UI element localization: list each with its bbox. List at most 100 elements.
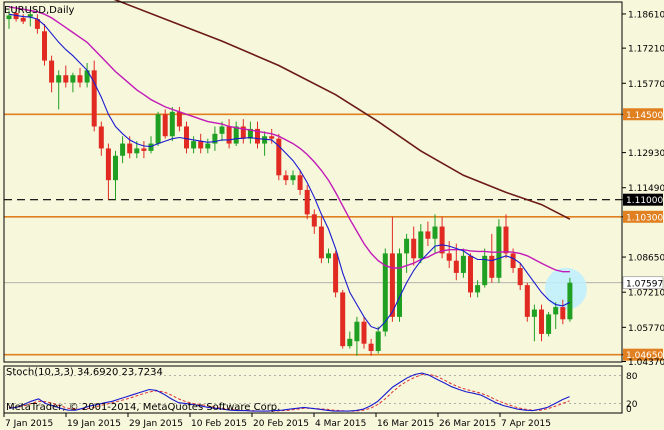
- candle-down[interactable]: [176, 111, 182, 127]
- candle-up[interactable]: [418, 231, 424, 259]
- candle-down[interactable]: [77, 75, 83, 83]
- candle-up[interactable]: [148, 143, 154, 151]
- candle-up[interactable]: [404, 238, 410, 254]
- candle-down[interactable]: [297, 175, 303, 190]
- candle-up[interactable]: [84, 70, 90, 83]
- candle-down[interactable]: [276, 138, 282, 176]
- candle-up[interactable]: [262, 136, 268, 144]
- candle-down[interactable]: [517, 268, 523, 286]
- price-tag-label: 1.11000: [626, 196, 663, 206]
- candle-down[interactable]: [226, 126, 232, 144]
- candle-down[interactable]: [127, 143, 133, 154]
- price-tag-label: 1.14500: [626, 111, 663, 121]
- candle-up[interactable]: [191, 141, 197, 149]
- candle-down[interactable]: [269, 136, 275, 139]
- candle-down[interactable]: [255, 128, 260, 144]
- candle-up[interactable]: [205, 143, 211, 149]
- candle-down[interactable]: [141, 148, 147, 151]
- candle-down[interactable]: [311, 214, 317, 227]
- candle-down[interactable]: [91, 70, 97, 127]
- candle-down[interactable]: [42, 31, 47, 61]
- candle-up[interactable]: [475, 285, 481, 293]
- current-price-tag-bg: [622, 276, 664, 290]
- price-panel-border: [3, 1, 623, 363]
- candle-up[interactable]: [375, 331, 381, 352]
- candle-down[interactable]: [318, 226, 324, 259]
- candle-down[interactable]: [340, 292, 346, 347]
- candle-up[interactable]: [70, 75, 76, 83]
- candle-down[interactable]: [98, 126, 104, 149]
- candle-up[interactable]: [155, 114, 161, 144]
- watermark: MetaTrader, © 2001-2014, MetaQuotes Soft…: [6, 402, 280, 413]
- date-tick-label: 19 Jan 2015: [67, 419, 121, 429]
- candle-down[interactable]: [240, 126, 246, 139]
- candle-down[interactable]: [361, 321, 367, 344]
- candle-down[interactable]: [283, 175, 289, 181]
- price-tag-label: 1.10300: [626, 213, 663, 223]
- candle-down[interactable]: [411, 238, 417, 259]
- candle-up[interactable]: [347, 338, 353, 347]
- candle-down[interactable]: [425, 231, 431, 239]
- candle-up[interactable]: [134, 148, 140, 154]
- candle-up[interactable]: [247, 128, 253, 139]
- candle-down[interactable]: [539, 309, 544, 334]
- candle-up[interactable]: [113, 155, 118, 181]
- candle-up[interactable]: [382, 253, 388, 332]
- candle-down[interactable]: [162, 114, 168, 137]
- candle-up[interactable]: [27, 14, 33, 17]
- current-price-label: 1.07597: [626, 279, 663, 289]
- candle-up[interactable]: [432, 226, 438, 239]
- stoch-signal-line: [9, 374, 570, 412]
- candle-up[interactable]: [219, 126, 225, 134]
- candle-up[interactable]: [482, 255, 488, 286]
- candle-down[interactable]: [13, 12, 19, 20]
- candle-down[interactable]: [560, 307, 566, 320]
- symbol-title: EURUSD,Daily: [4, 5, 75, 16]
- candle-up[interactable]: [169, 111, 175, 137]
- candle-down[interactable]: [105, 148, 111, 181]
- candle-up[interactable]: [212, 133, 218, 144]
- candle-up[interactable]: [553, 307, 559, 315]
- candle-down[interactable]: [389, 253, 395, 317]
- candle-up[interactable]: [397, 253, 402, 317]
- candle-up[interactable]: [120, 143, 126, 156]
- candle-up[interactable]: [531, 309, 537, 317]
- candle-up[interactable]: [233, 126, 239, 144]
- stoch-tick-label: 0: [626, 405, 632, 415]
- candle-down[interactable]: [63, 75, 69, 83]
- candle-up[interactable]: [56, 75, 62, 83]
- candle-down[interactable]: [439, 226, 445, 254]
- candle-up[interactable]: [354, 321, 360, 342]
- candle-down[interactable]: [468, 255, 473, 293]
- candle-down[interactable]: [368, 343, 374, 352]
- candle-down[interactable]: [489, 255, 495, 278]
- date-tick-label: 29 Jan 2015: [129, 419, 183, 429]
- stoch-panel-border: [3, 365, 623, 414]
- candle-up[interactable]: [546, 314, 552, 334]
- candle-down[interactable]: [524, 285, 530, 317]
- ma-fast-line: [8, 13, 571, 330]
- stoch-main-line: [8, 372, 570, 412]
- price-tag-bg: [623, 210, 663, 223]
- date-tick-label: 16 Mar 2015: [377, 419, 434, 429]
- date-tick-label: 20 Feb 2015: [253, 419, 309, 429]
- candle-down[interactable]: [198, 141, 204, 149]
- candle-down[interactable]: [20, 17, 26, 22]
- candle-up[interactable]: [460, 255, 466, 273]
- candle-down[interactable]: [453, 260, 459, 273]
- candle-down[interactable]: [184, 126, 189, 149]
- candle-down[interactable]: [510, 253, 516, 269]
- candle-down[interactable]: [503, 226, 509, 254]
- candle-down[interactable]: [304, 189, 310, 215]
- candle-down[interactable]: [446, 253, 452, 261]
- candle-up[interactable]: [567, 282, 573, 320]
- candle-down[interactable]: [333, 253, 339, 293]
- candle-down[interactable]: [49, 60, 55, 83]
- price-tag-bg: [623, 348, 663, 361]
- candle-down[interactable]: [34, 19, 40, 29]
- candle-up[interactable]: [326, 253, 331, 259]
- candle-up[interactable]: [6, 15, 12, 20]
- candle-up[interactable]: [290, 175, 296, 181]
